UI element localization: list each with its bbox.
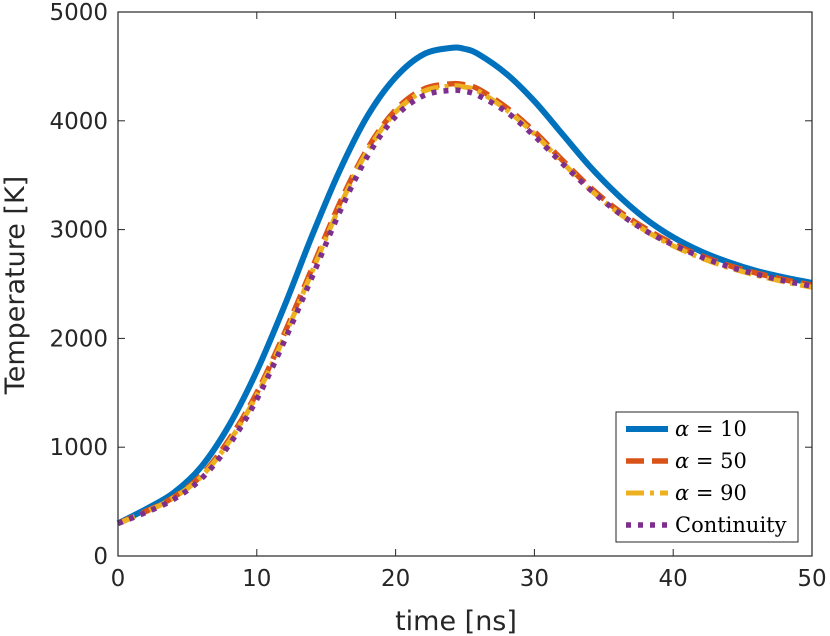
- legend-greek-symbol: α: [675, 449, 689, 473]
- legend-label-text: = 50: [689, 449, 747, 473]
- x-tick-label: 0: [111, 566, 126, 592]
- x-tick-label: 30: [520, 566, 549, 592]
- y-tick-label: 0: [93, 544, 108, 570]
- x-axis-label: time [ns]: [395, 606, 517, 636]
- legend-label-2: α = 50: [675, 449, 747, 473]
- y-tick-label: 3000: [49, 218, 108, 244]
- y-tick-label: 4000: [49, 109, 108, 135]
- legend-label-4: Continuity: [675, 513, 787, 537]
- series-line-1: [116, 44, 813, 527]
- legend-greek-symbol: α: [675, 417, 689, 441]
- series-line-4: [116, 87, 813, 526]
- legend-greek-symbol: α: [675, 481, 689, 505]
- legend-label-text: = 90: [689, 481, 747, 505]
- legend-box: [615, 411, 799, 543]
- plot-area-frame: [117, 11, 813, 557]
- y-axis-label: Temperature [K]: [0, 176, 31, 395]
- legend-label-3: α = 90: [675, 481, 747, 505]
- y-tick-label: 1000: [49, 435, 108, 461]
- legend-label-text: Continuity: [675, 513, 787, 537]
- x-tick-label: 10: [242, 566, 271, 592]
- series-layer: [116, 44, 813, 527]
- x-tick-label: 20: [381, 566, 410, 592]
- x-tick-label: 50: [797, 566, 826, 592]
- y-tick-label: 2000: [49, 326, 108, 352]
- x-tick-label: 40: [659, 566, 688, 592]
- legend-label-1: α = 10: [675, 417, 747, 441]
- series-line-3: [117, 83, 813, 526]
- legend-label-text: = 10: [689, 417, 747, 441]
- y-tick-label: 5000: [49, 0, 108, 26]
- tick-label-layer: 0 10 20 30 40 50 0 1000 2000 3000 4000 5000: [49, 0, 826, 592]
